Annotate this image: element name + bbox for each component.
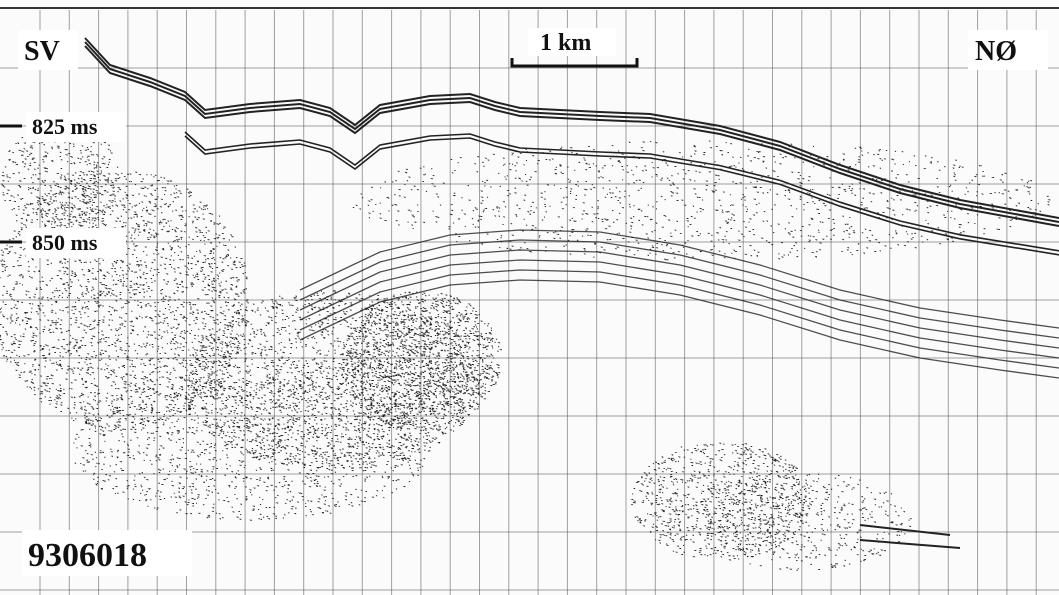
scale-label: 1 km xyxy=(540,30,591,56)
direction-label: SV xyxy=(24,36,60,67)
time-label: 825 ms xyxy=(32,114,98,139)
time-label: 850 ms xyxy=(32,230,98,255)
direction-label: NØ xyxy=(975,36,1017,67)
profile-id: 9306018 xyxy=(28,537,147,574)
seismic-profile: SV NØ 1 km 825 ms 850 ms 9306018 xyxy=(0,0,1059,595)
